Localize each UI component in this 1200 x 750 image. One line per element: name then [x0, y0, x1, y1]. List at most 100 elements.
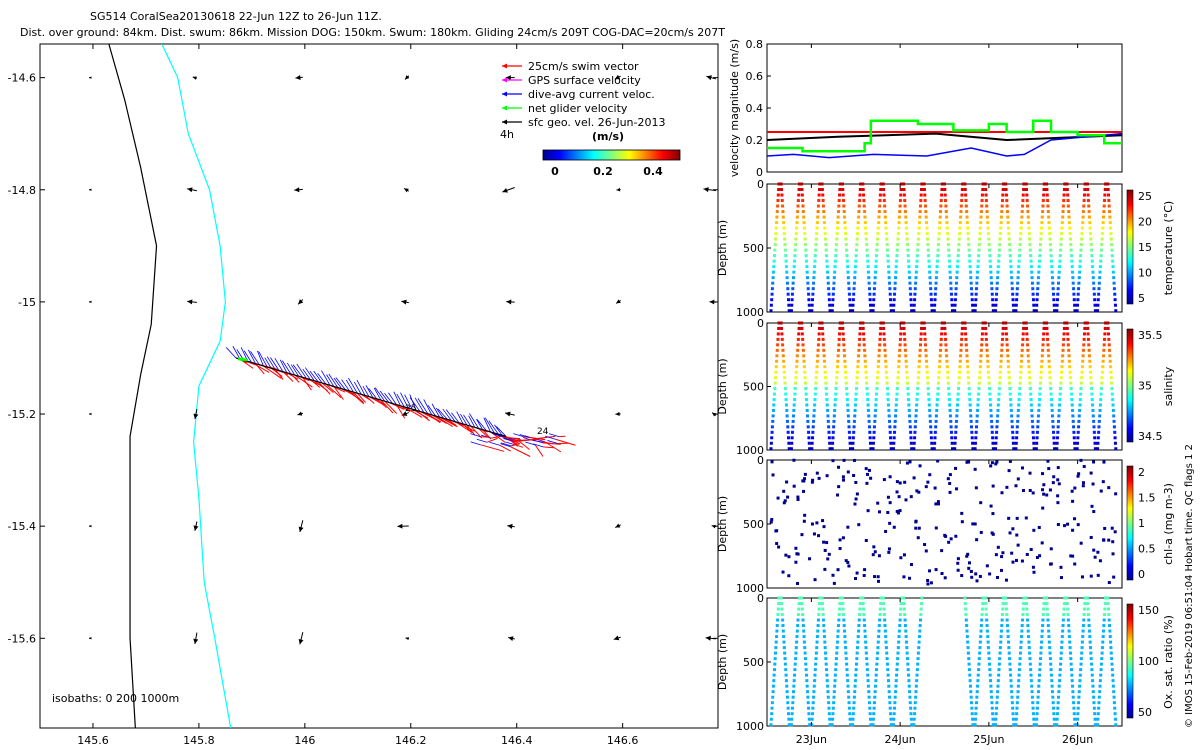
profile-sample: [869, 476, 873, 480]
profile-sample: [987, 387, 991, 391]
profile-sample: [970, 706, 974, 710]
profile-sample: [841, 536, 845, 540]
profile-sample: [885, 651, 889, 655]
profile-sample: [852, 706, 856, 710]
profile-sample: [915, 259, 919, 263]
profile-sample: [785, 695, 789, 699]
profile-sample: [1071, 684, 1075, 688]
profile-sample: [1107, 581, 1111, 585]
profile-sample: [955, 408, 959, 412]
profile-sample: [1101, 635, 1105, 639]
profile-sample: [801, 343, 805, 347]
profile-sample: [969, 690, 973, 694]
geo-arrow-head: [405, 637, 409, 641]
profile-sample: [865, 392, 869, 396]
profile-sample: [906, 657, 910, 661]
dac-vector: [502, 437, 513, 442]
profile-sample: [927, 259, 931, 263]
profile-sample: [907, 259, 911, 263]
profile-sample: [918, 215, 922, 219]
profile-sample: [862, 199, 866, 203]
map-x-tick-label: 145.6: [77, 734, 109, 747]
profile-sample: [879, 326, 883, 330]
profile-sample: [1067, 624, 1071, 628]
profile-sample: [987, 657, 991, 661]
profile-sample: [874, 673, 878, 677]
profile-sample: [922, 321, 926, 325]
track-label-25: 25: [405, 404, 416, 414]
profile-sample: [1109, 651, 1113, 655]
profile-sample: [930, 309, 934, 313]
profile-sample: [886, 392, 890, 396]
profile-sample: [830, 309, 834, 313]
profile-sample: [989, 403, 993, 407]
profile-sample: [892, 298, 896, 302]
profile-sample: [948, 481, 952, 485]
profile-sample: [955, 270, 959, 274]
profile-sample: [861, 182, 865, 186]
profile-sample: [1007, 646, 1011, 650]
profile-sample: [1045, 332, 1049, 336]
profile-sample: [925, 232, 929, 236]
profile-sample: [1009, 679, 1013, 683]
profile-sample: [785, 419, 789, 423]
profile-sample: [836, 348, 840, 352]
profile-sample: [823, 365, 827, 369]
profile-sample: [1052, 292, 1056, 296]
profile-sample: [986, 221, 990, 225]
profile-sample: [1098, 408, 1102, 412]
profile-sample: [903, 337, 907, 341]
profile-sample: [864, 376, 868, 380]
profile-sample: [865, 668, 869, 672]
profile-sample: [831, 573, 835, 577]
profile-sample: [964, 343, 968, 347]
dac-vector: [496, 426, 507, 437]
colorbar-tick-label: 34.5: [1138, 430, 1163, 443]
profile-sample: [1103, 607, 1107, 611]
profile-sample: [826, 690, 830, 694]
profile-sample: [1100, 232, 1104, 236]
profile-sample: [1106, 182, 1110, 186]
dac-vector: [544, 435, 556, 440]
profile-sample: [774, 232, 778, 236]
profile-sample: [1059, 248, 1063, 252]
isobath-200m: [161, 44, 232, 728]
profile-sample: [1055, 309, 1059, 313]
profile-sample: [818, 321, 822, 325]
profile-sample: [803, 513, 807, 517]
profile-sample: [827, 287, 831, 291]
profile-sample: [1097, 695, 1101, 699]
geo-arrow-head: [615, 523, 621, 528]
profile-sample: [784, 668, 788, 672]
geo-arrow-head: [88, 188, 92, 192]
profile-sample: [796, 199, 800, 203]
profile-sample: [1071, 414, 1075, 418]
profile-sample: [1049, 662, 1053, 666]
profile-sample: [1071, 408, 1075, 412]
profile-sample: [1100, 381, 1104, 385]
profile-sample: [867, 425, 871, 429]
profile-sample: [817, 613, 821, 617]
profile-sample: [775, 359, 779, 363]
profile-sample: [1083, 321, 1087, 325]
profile-sample: [875, 254, 879, 258]
profile-sample: [1062, 199, 1066, 203]
profile-sample: [873, 695, 877, 699]
profile-sample: [826, 684, 830, 688]
profile-sample: [858, 602, 862, 606]
profile-sample: [805, 265, 809, 269]
profile-sample: [1099, 387, 1103, 391]
profile-sample: [1019, 640, 1023, 644]
profile-sample: [786, 430, 790, 434]
profile-sample: [796, 497, 800, 501]
profile-sample: [796, 204, 800, 208]
profile-sample: [1025, 199, 1029, 203]
profile-sample: [943, 321, 946, 325]
profile-sample: [1030, 419, 1034, 423]
profile-sample: [919, 337, 923, 341]
profile-sample: [875, 381, 879, 385]
profile-sample: [1109, 370, 1113, 374]
profile-sample: [1086, 613, 1090, 617]
profile-sample: [1070, 398, 1074, 402]
profile-sample: [822, 540, 826, 544]
